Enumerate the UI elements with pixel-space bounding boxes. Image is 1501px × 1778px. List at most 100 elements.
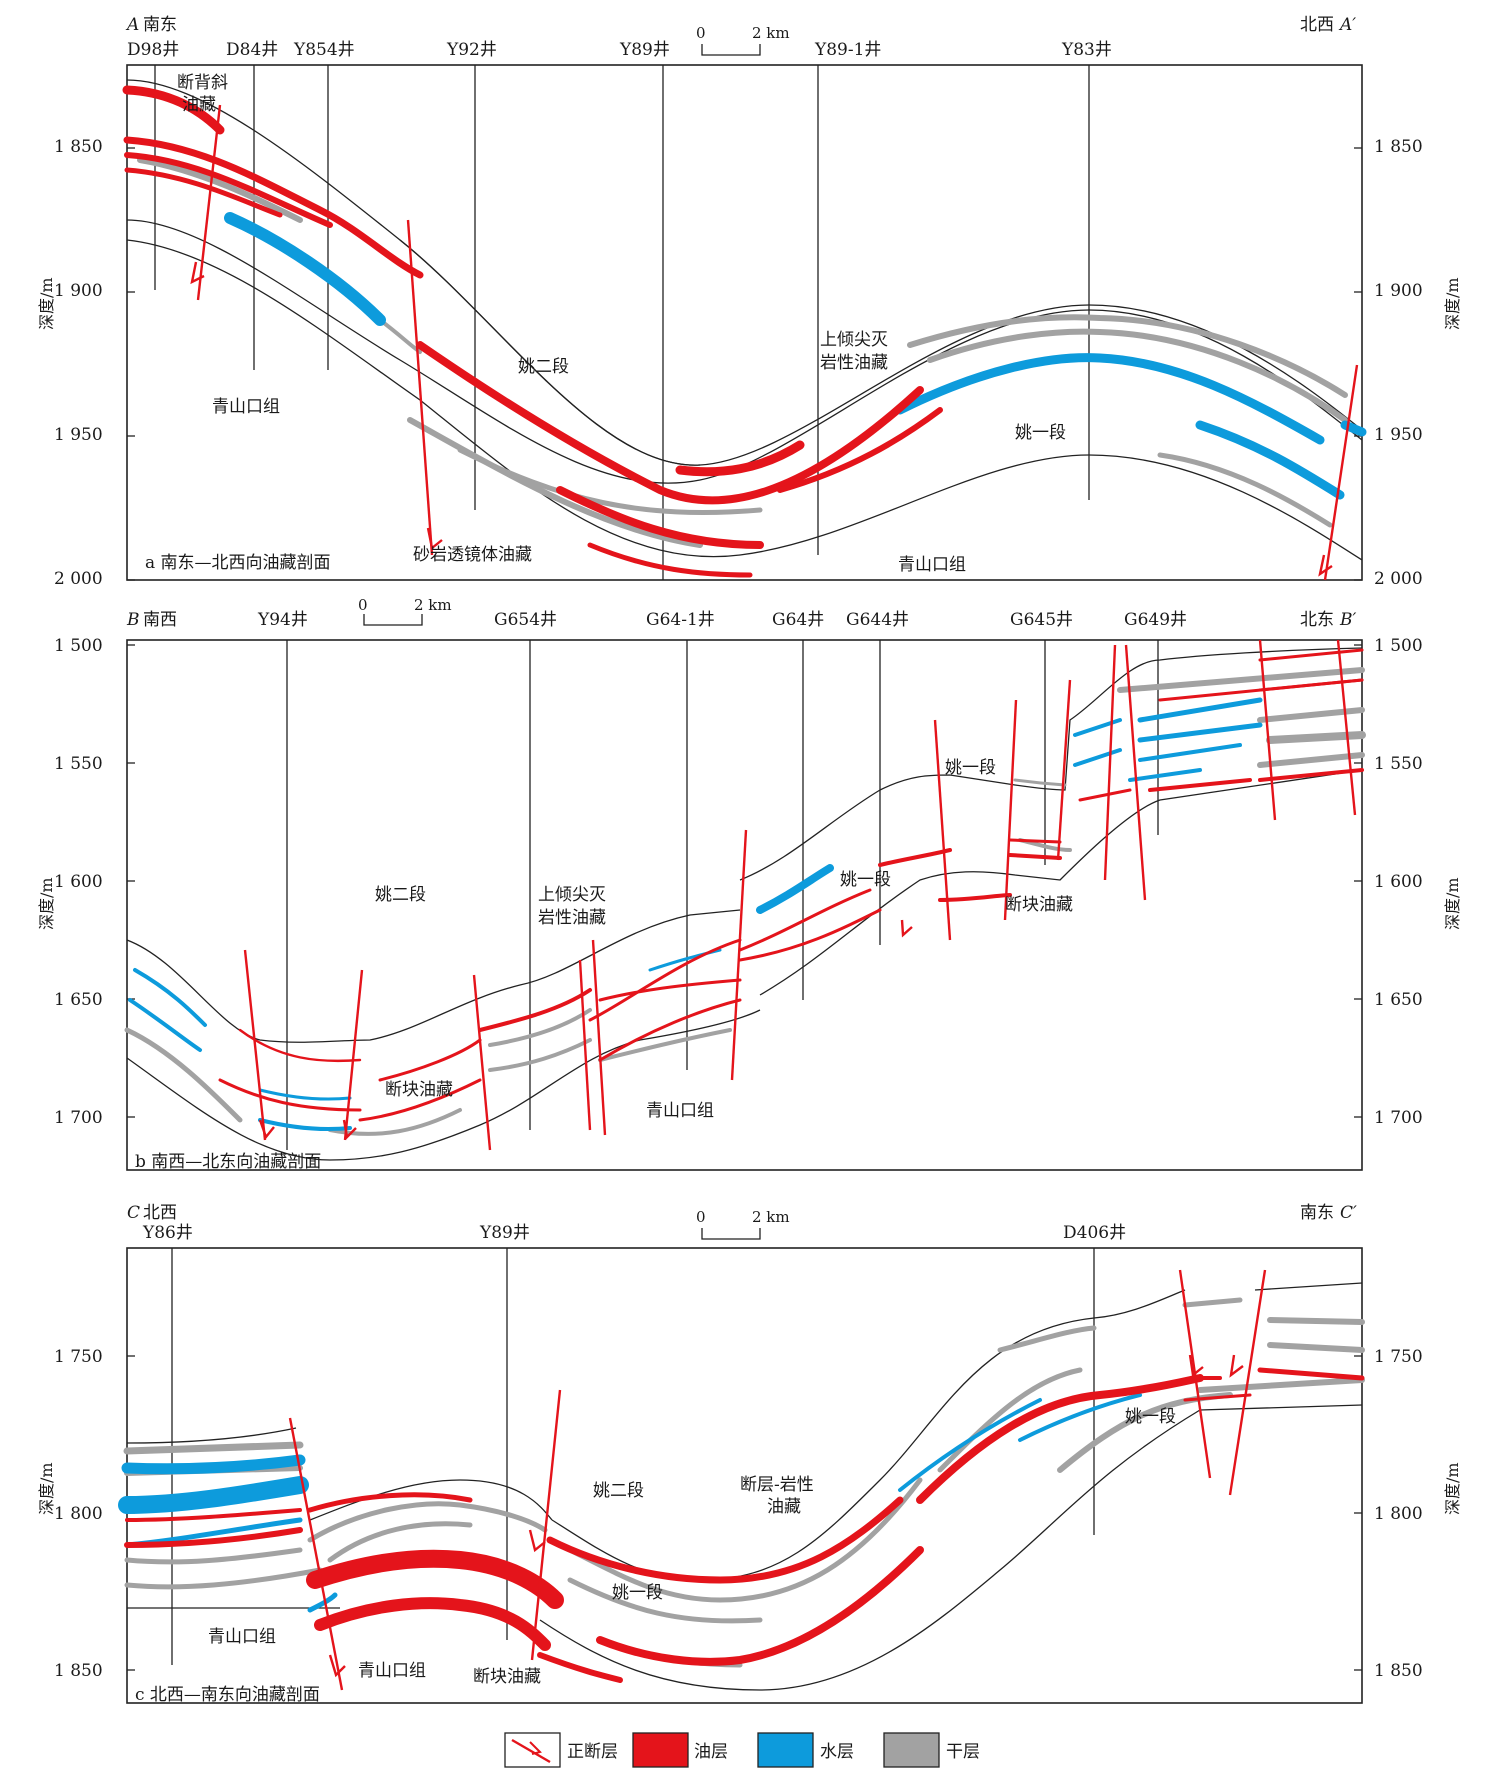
y-tick: 1 650 (54, 990, 103, 1010)
y-tick: 1 850 (1374, 1661, 1423, 1681)
annotation-fault-anticline: 断背斜 (177, 73, 228, 93)
y-axis-title: 深度/m (1443, 1462, 1462, 1515)
well-label: G654井 (494, 610, 557, 630)
panel-b-wells: Y94井 G654井 G64-1井 G64井 G644井 G645井 G649井 (257, 610, 1187, 1150)
legend-item-water: 水层 (757, 1732, 854, 1768)
panel-a-boundaries (126, 79, 1363, 561)
panel-c-y-axis: 1 750 1 800 1 850 1 750 1 800 1 850 深度/m… (37, 1347, 1462, 1681)
panel-c-left-letter: C (127, 1203, 140, 1223)
annotation-fault-block: 断块油藏 (1005, 895, 1073, 915)
well-label: D84井 (226, 40, 278, 60)
y-tick: 1 950 (54, 425, 103, 445)
well-label: D98井 (127, 40, 179, 60)
scale-distance: 2 km (752, 24, 790, 42)
panel-a-caption: a 南东—北西向油藏剖面 (145, 553, 331, 573)
scale-zero: 0 (358, 596, 368, 614)
annotation-yao2: 姚二段 (518, 357, 569, 377)
panel-c-wells: Y86井 Y89井 D406井 (142, 1223, 1126, 1665)
annotation-yao1: 姚一段 (612, 1583, 663, 1603)
y-tick: 1 750 (1374, 1347, 1423, 1367)
y-tick: 1 850 (54, 137, 103, 157)
panel-b-y-axis: 1 500 1 550 1 600 1 650 1 700 1 500 1 55… (37, 636, 1462, 1128)
panel-b-oil-layers (218, 648, 1364, 1122)
y-tick: 1 700 (54, 1108, 103, 1128)
panel-a: A 南东 北西 A′ 0 2 km 1 850 1 900 1 950 2 00… (37, 15, 1462, 589)
well-label: G64井 (772, 610, 824, 630)
annotation-updip-pinchout: 上倾尖灭 (538, 885, 606, 905)
well-label: Y89井 (619, 40, 670, 60)
panel-b-right-letter: B′ (1339, 610, 1356, 630)
panel-b-faults (243, 639, 1357, 1151)
well-label: G645井 (1010, 610, 1073, 630)
panel-a-scale-bar: 0 2 km (696, 24, 790, 56)
legend-label: 正断层 (567, 1742, 618, 1762)
well-label: Y94井 (257, 610, 308, 630)
water-swatch (757, 1732, 814, 1768)
well-label: Y89井 (479, 1223, 530, 1243)
y-tick: 1 500 (1374, 636, 1423, 656)
panel-c-right-direction: 南东 (1300, 1203, 1334, 1223)
annotation-lens-reservoir: 砂岩透镜体油藏 (413, 545, 532, 565)
panel-c-left-direction: 北西 (143, 1203, 177, 1223)
y-tick: 1 500 (54, 636, 103, 656)
annotation-reservoir: 油藏 (767, 1497, 801, 1517)
well-label: G64-1井 (646, 610, 715, 630)
panel-c-right-letter: C′ (1340, 1203, 1357, 1223)
panel-a-faults (190, 104, 1359, 581)
y-tick: 2 000 (54, 569, 103, 589)
legend-label: 水层 (820, 1742, 854, 1762)
panel-b-water-layers (128, 697, 1263, 1132)
y-axis-title: 深度/m (1443, 877, 1462, 930)
panel-c: C 北西 南东 C′ 0 2 km 1 750 1 800 1 850 1 75… (37, 1203, 1462, 1705)
y-tick: 1 550 (54, 754, 103, 774)
well-label: Y83井 (1061, 40, 1112, 60)
annotation-yao1: 姚一段 (840, 870, 891, 890)
annotation-qingshankou: 青山口组 (358, 1661, 426, 1681)
annotation-qingshankou: 青山口组 (898, 555, 966, 575)
y-tick: 1 800 (1374, 1504, 1423, 1524)
panel-a-oil-layers (122, 85, 943, 578)
dry-swatch (883, 1732, 940, 1768)
legend-item-dry: 干层 (883, 1732, 980, 1768)
panel-a-y-axis: 1 850 1 900 1 950 2 000 1 850 1 900 1 95… (37, 137, 1462, 589)
y-tick: 1 650 (1374, 990, 1423, 1010)
annotation-lithologic: 岩性油藏 (538, 908, 606, 928)
annotation-fault-block: 断块油藏 (473, 1667, 541, 1687)
y-axis-title: 深度/m (1443, 277, 1462, 330)
y-tick: 1 800 (54, 1504, 103, 1524)
panel-c-caption: c 北西—南东向油藏剖面 (135, 1685, 320, 1705)
panel-b-left-letter: B (126, 610, 140, 630)
annotation-qingshankou: 青山口组 (208, 1627, 276, 1647)
panel-a-left-letter: A (125, 15, 139, 35)
normal-fault-swatch (504, 1732, 561, 1768)
y-tick: 1 900 (54, 281, 103, 301)
well-label: Y854井 (293, 40, 355, 60)
oil-swatch (632, 1732, 689, 1768)
annotation-yao2: 姚二段 (593, 1481, 644, 1501)
annotation-lithologic: 岩性油藏 (820, 353, 888, 373)
y-tick: 1 850 (1374, 137, 1423, 157)
panel-c-oil-layers (124, 1367, 1365, 1683)
legend-item-oil: 油层 (632, 1732, 728, 1768)
well-label: Y92井 (446, 40, 497, 60)
annotation-updip-pinchout: 上倾尖灭 (820, 330, 888, 350)
legend-label: 油层 (694, 1742, 728, 1762)
well-label: Y89-1井 (814, 40, 881, 60)
annotation-fault-block: 断块油藏 (385, 1080, 453, 1100)
panel-b-right-direction: 北东 (1300, 610, 1334, 630)
annotation-yao1: 姚一段 (945, 758, 996, 778)
y-tick: 1 900 (1374, 281, 1423, 301)
panel-b-scale-bar: 0 2 km (358, 596, 452, 626)
y-tick: 1 700 (1374, 1108, 1423, 1128)
panel-a-right-letter: A′ (1338, 15, 1356, 35)
annotation-qingshankou: 青山口组 (646, 1101, 714, 1121)
y-tick: 1 750 (54, 1347, 103, 1367)
panel-b: B 南西 北东 B′ 0 2 km 1 500 1 550 1 600 1 65… (37, 596, 1462, 1172)
legend-label: 干层 (946, 1742, 980, 1762)
scale-zero: 0 (696, 24, 706, 42)
panel-a-right-direction: 北西 (1300, 15, 1334, 35)
panel-b-dry-layers (124, 667, 1366, 1136)
y-tick: 1 550 (1374, 754, 1423, 774)
panel-a-frame (126, 64, 1363, 581)
annotation-yao1: 姚一段 (1015, 423, 1066, 443)
